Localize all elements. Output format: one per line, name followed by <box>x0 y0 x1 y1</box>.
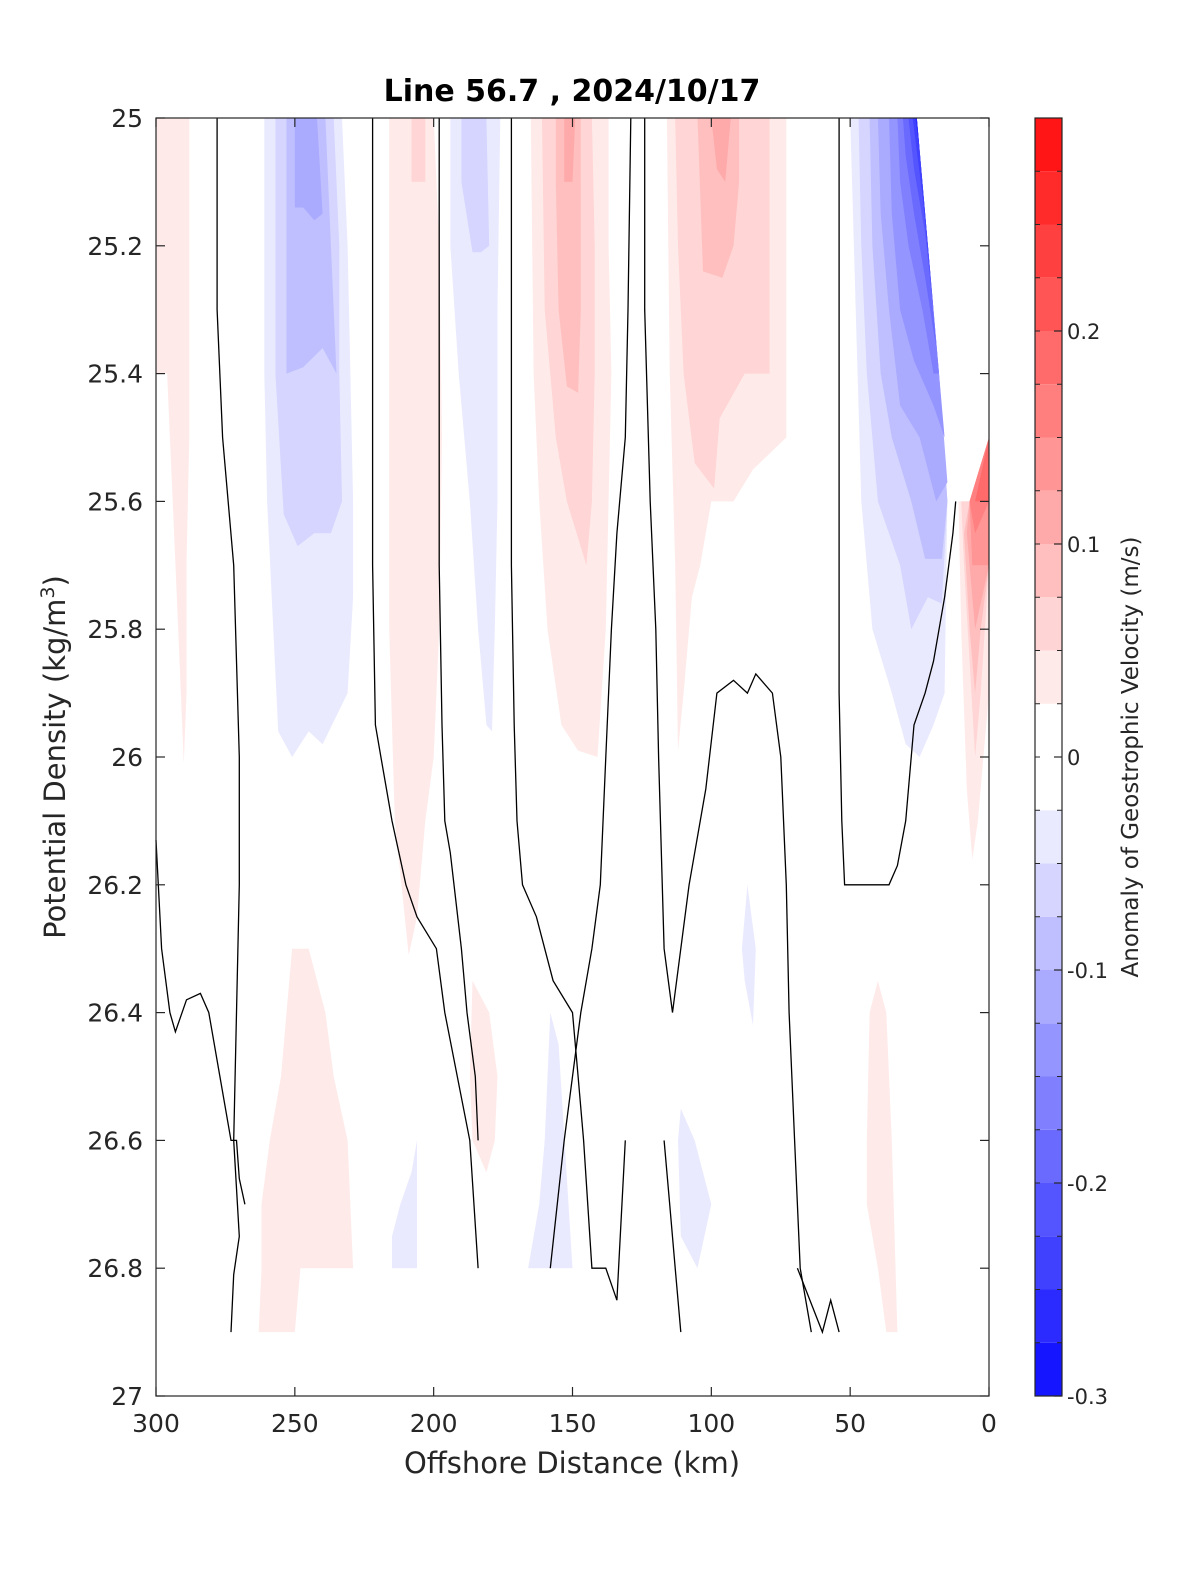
y-tick-label: 25.2 <box>87 232 143 261</box>
colorbar-swatch <box>1035 810 1062 864</box>
contour-region <box>975 437 989 502</box>
contour-region <box>392 1140 417 1269</box>
colorbar: -0.3 -0.2 -0.1 0 0.1 0.2 <box>1034 117 1108 1409</box>
y-tick-label: 26 <box>111 743 143 772</box>
contour-region <box>711 118 731 182</box>
x-tick-label: 300 <box>132 1409 180 1438</box>
colorbar-swatch <box>1035 1289 1062 1343</box>
colorbar-tick-label: 0.1 <box>1067 533 1100 557</box>
colorbar-swatch <box>1035 1076 1062 1130</box>
colorbar-swatch <box>1035 171 1062 225</box>
colorbar-swatch <box>1035 1129 1062 1183</box>
colorbar-swatch <box>1035 224 1062 278</box>
y-tick-label: 25.8 <box>87 615 143 644</box>
contour-region <box>469 980 498 1173</box>
zero-contour-line <box>510 118 626 1301</box>
contour-region <box>156 118 190 764</box>
contour-region <box>741 884 756 1026</box>
zero-contour-line <box>371 118 479 1269</box>
y-tick-label: 25.6 <box>87 487 143 516</box>
colorbar-swatch <box>1035 490 1062 544</box>
colorbar-swatch <box>1035 118 1062 172</box>
plot-area <box>155 117 990 1397</box>
zero-contour-line <box>838 118 957 886</box>
colorbar-swatch <box>1035 1183 1062 1237</box>
x-axis: 300 250 200 150 100 50 0 <box>132 118 997 1438</box>
y-tick-label: 25.4 <box>87 360 143 389</box>
zero-contour-line <box>155 840 246 1205</box>
contour-region <box>528 1012 573 1269</box>
y-axis-label-text: Potential Density (kg/m <box>38 599 72 939</box>
colorbar-tick-label: -0.1 <box>1067 959 1108 983</box>
colorbar-swatch <box>1035 863 1062 917</box>
y-axis-label: Potential Density (kg/m3) <box>37 575 72 939</box>
x-axis-label: Offshore Distance (km) <box>404 1446 740 1480</box>
y-tick-label: 26.8 <box>87 1254 143 1283</box>
colorbar-swatch <box>1035 1342 1062 1396</box>
contour-region <box>389 118 442 956</box>
zero-contour-line <box>796 1267 840 1335</box>
y-axis: 25 25.2 25.4 25.6 25.8 26 26.2 26.4 26.6 26.8 27 <box>87 104 989 1411</box>
zero-contour-line <box>663 1140 682 1333</box>
colorbar-swatch <box>1035 1023 1062 1077</box>
contour-region <box>675 118 770 489</box>
colorbar-swatch <box>1035 437 1062 491</box>
colorbar-swatch <box>1035 277 1062 331</box>
colorbar-tick-label: -0.2 <box>1067 1172 1108 1196</box>
colorbar-swatch <box>1035 757 1062 811</box>
chart-title: Line 56.7 , 2024/10/17 <box>384 74 761 109</box>
y-tick-label: 25 <box>111 104 143 133</box>
y-tick-label: 26.4 <box>87 999 143 1028</box>
colorbar-swatch <box>1035 597 1062 651</box>
zero-contour-line <box>438 118 479 1141</box>
colorbar-tick-label: 0 <box>1067 746 1080 770</box>
colorbar-swatch <box>1035 916 1062 970</box>
y-axis-label-superscript: 3 <box>37 586 59 598</box>
contour-region <box>461 118 490 253</box>
colorbar-swatch <box>1035 331 1062 385</box>
y-axis-label-close: ) <box>38 575 72 586</box>
y-tick-label: 27 <box>111 1382 143 1411</box>
x-tick-label: 200 <box>410 1409 458 1438</box>
contour-region <box>294 118 323 221</box>
colorbar-label: Anomaly of Geostrophic Velocity (m/s) <box>1118 537 1144 978</box>
zero-contour-lines <box>155 117 957 1335</box>
zero-contour-line <box>216 118 240 1333</box>
contour-region <box>678 1108 712 1269</box>
contour-region <box>902 118 937 348</box>
contour-fills <box>156 118 989 1333</box>
x-tick-label: 50 <box>834 1409 866 1438</box>
contour-region <box>564 118 576 182</box>
contour-region <box>450 118 501 732</box>
x-tick-label: 100 <box>687 1409 735 1438</box>
contour-region <box>866 980 898 1333</box>
colorbar-tick-label: 0.2 <box>1067 320 1100 344</box>
colorbar-swatch <box>1035 703 1062 757</box>
colorbar-swatch <box>1035 1236 1062 1290</box>
x-tick-label: 250 <box>271 1409 319 1438</box>
y-tick-label: 26.2 <box>87 871 143 900</box>
x-tick-label: 150 <box>549 1409 597 1438</box>
contour-region <box>908 118 934 310</box>
colorbar-tick-label: -0.3 <box>1067 1385 1108 1409</box>
contour-region <box>555 118 581 393</box>
contour-region <box>258 948 354 1333</box>
colorbar-swatch <box>1035 544 1062 598</box>
colorbar-swatch <box>1035 650 1062 704</box>
contour-region <box>697 118 740 278</box>
colorbar-swatch <box>1035 970 1062 1024</box>
contour-region <box>897 118 939 374</box>
y-tick-label: 26.6 <box>87 1126 143 1155</box>
colorbar-swatch <box>1035 384 1062 438</box>
zero-contour-line <box>549 117 632 1269</box>
contour-region <box>411 118 426 182</box>
x-tick-label: 0 <box>981 1409 997 1438</box>
zero-contour-line <box>644 118 812 1333</box>
